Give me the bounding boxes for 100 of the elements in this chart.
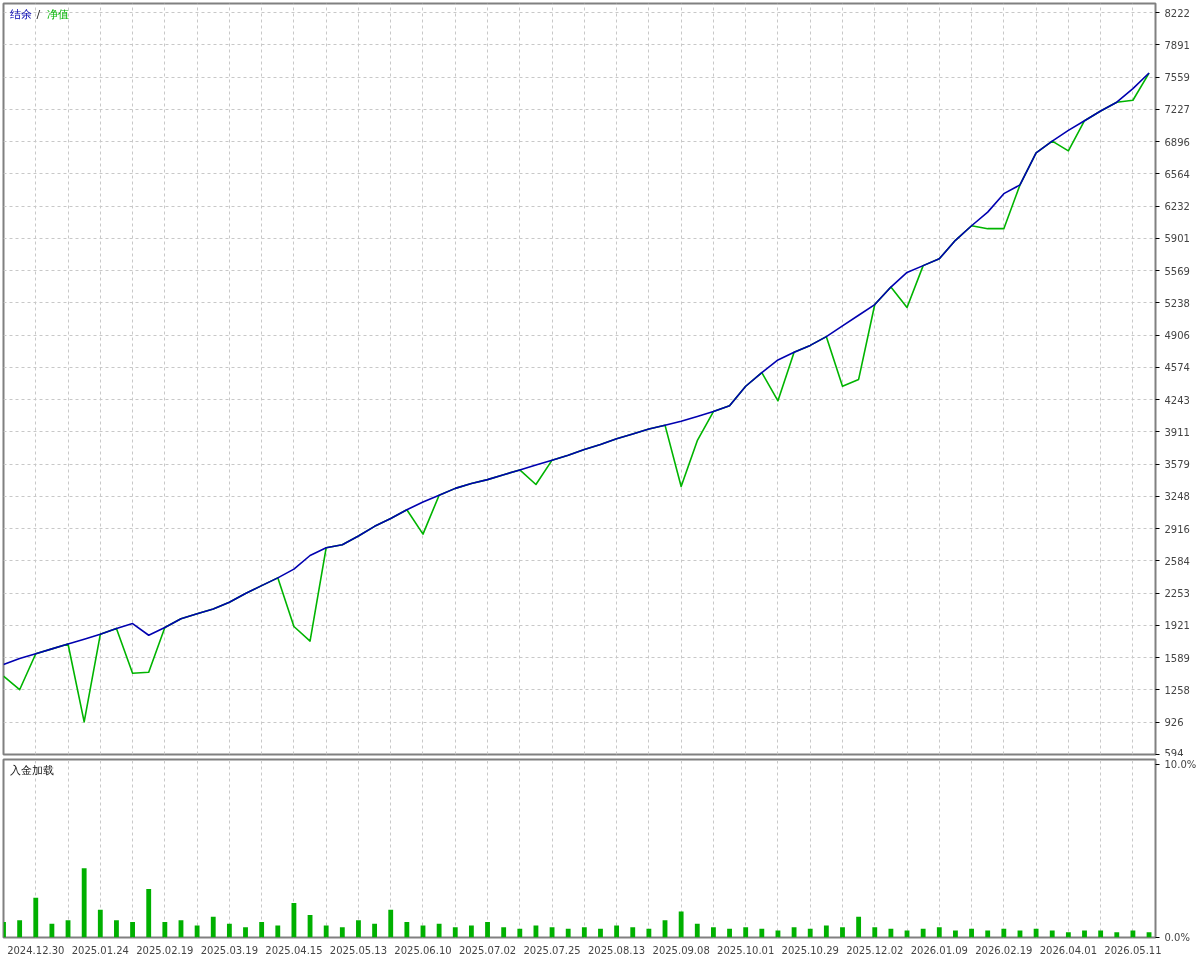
bar xyxy=(823,925,829,938)
bar xyxy=(1033,928,1039,938)
text: 净值 xyxy=(46,7,69,21)
bar xyxy=(920,928,926,938)
y-tick-label: 6896 xyxy=(1164,136,1190,148)
y-tick-label: 7559 xyxy=(1164,72,1190,84)
bar xyxy=(162,921,168,938)
y-tick-label: 2253 xyxy=(1164,588,1190,600)
y-tick-label: 4243 xyxy=(1164,394,1190,406)
y-tick-label: 594 xyxy=(1164,747,1184,759)
bar xyxy=(436,923,442,938)
bar xyxy=(985,930,991,938)
bar xyxy=(146,889,152,938)
y-tick-label: 2584 xyxy=(1164,555,1190,567)
x-tick-label: 2025.08.13 xyxy=(587,944,646,956)
bar xyxy=(194,925,200,938)
y-tick-label: 8222 xyxy=(1164,7,1190,19)
bar xyxy=(630,927,636,938)
bar xyxy=(114,920,119,938)
bar xyxy=(1001,928,1007,938)
x-tick-label: 2025.06.10 xyxy=(394,944,452,956)
bar xyxy=(840,927,845,938)
bar xyxy=(259,921,265,938)
bar xyxy=(936,927,942,938)
x-tick-label: 2026.05.11 xyxy=(1104,944,1162,956)
bar xyxy=(1049,930,1055,938)
y-tick-label: 5238 xyxy=(1164,297,1190,309)
bar xyxy=(856,916,862,938)
x-tick-label: 2025.07.25 xyxy=(523,944,581,956)
bar xyxy=(953,930,958,938)
bar xyxy=(888,928,894,938)
y-tick-label: 6564 xyxy=(1164,168,1190,180)
bar xyxy=(1082,930,1087,938)
x-tick-label: 2025.01.24 xyxy=(71,944,129,956)
bar xyxy=(130,921,135,938)
y-tick-label: 4906 xyxy=(1164,330,1190,342)
y-tick-label: 6232 xyxy=(1164,201,1190,213)
bar xyxy=(614,925,620,938)
bar xyxy=(743,927,749,938)
bar xyxy=(323,925,329,938)
bar xyxy=(501,927,507,938)
y-tick-label: 3911 xyxy=(1164,426,1190,438)
y-tick-label: 1921 xyxy=(1164,620,1190,632)
bar xyxy=(517,928,523,938)
bar xyxy=(807,928,813,938)
bar xyxy=(565,928,571,938)
bar xyxy=(275,925,281,938)
x-tick-label: 2025.02.19 xyxy=(136,944,194,956)
y-tick-label: 5569 xyxy=(1164,265,1190,277)
y-tick-label: 3248 xyxy=(1164,491,1190,503)
bar xyxy=(581,927,587,938)
bar xyxy=(243,927,248,938)
text: 结余 xyxy=(9,7,32,21)
bar xyxy=(49,923,55,938)
x-tick-label: 2025.07.02 xyxy=(458,944,517,956)
y-tick-label: 7891 xyxy=(1164,39,1190,51)
x-tick-label: 2025.12.02 xyxy=(846,944,904,956)
bar xyxy=(339,927,345,938)
bar xyxy=(33,897,39,938)
y-tick-label: 4574 xyxy=(1164,362,1190,374)
bar xyxy=(17,920,23,938)
x-tick-label: 2025.09.08 xyxy=(652,944,710,956)
bar xyxy=(468,925,474,938)
x-tick-label: 2025.10.01 xyxy=(717,944,775,956)
y-tick-label: 3579 xyxy=(1164,459,1190,471)
x-tick-label: 2025.05.13 xyxy=(329,944,388,956)
bar xyxy=(872,927,878,938)
bar xyxy=(727,928,732,938)
bar xyxy=(97,909,103,938)
x-tick-label: 2024.12.30 xyxy=(7,944,65,956)
bar xyxy=(694,923,700,938)
bar xyxy=(81,868,87,938)
bar xyxy=(711,927,716,938)
y-tick-label: 926 xyxy=(1164,717,1184,729)
x-tick-label: 2025.04.15 xyxy=(265,944,323,956)
bar xyxy=(598,928,603,938)
x-tick-label: 2026.01.09 xyxy=(910,944,968,956)
x-tick-label: 2025.03.19 xyxy=(200,944,259,956)
chart-title: 入金加载 xyxy=(9,763,54,777)
x-tick-label: 2026.02.19 xyxy=(975,944,1033,956)
y-tick-label: 7227 xyxy=(1164,104,1190,116)
bar xyxy=(485,921,490,938)
y-tick-label: 0.0% xyxy=(1164,932,1190,943)
bar xyxy=(210,916,216,938)
bar xyxy=(969,928,974,938)
bar xyxy=(226,923,232,938)
bar xyxy=(1065,932,1071,938)
bar xyxy=(404,921,410,938)
annotation: / xyxy=(36,7,41,21)
bar xyxy=(452,927,458,938)
y-tick-label: 1589 xyxy=(1164,652,1190,664)
bar xyxy=(356,920,361,938)
x-tick-label: 2026.04.01 xyxy=(1039,944,1098,956)
y-tick-label: 10.0% xyxy=(1164,759,1197,771)
y-tick-label: 5901 xyxy=(1164,233,1190,245)
y-tick-label: 1258 xyxy=(1164,684,1190,696)
bar xyxy=(372,923,378,938)
bar xyxy=(1098,930,1104,938)
bar xyxy=(1114,932,1120,938)
bar xyxy=(388,909,394,938)
